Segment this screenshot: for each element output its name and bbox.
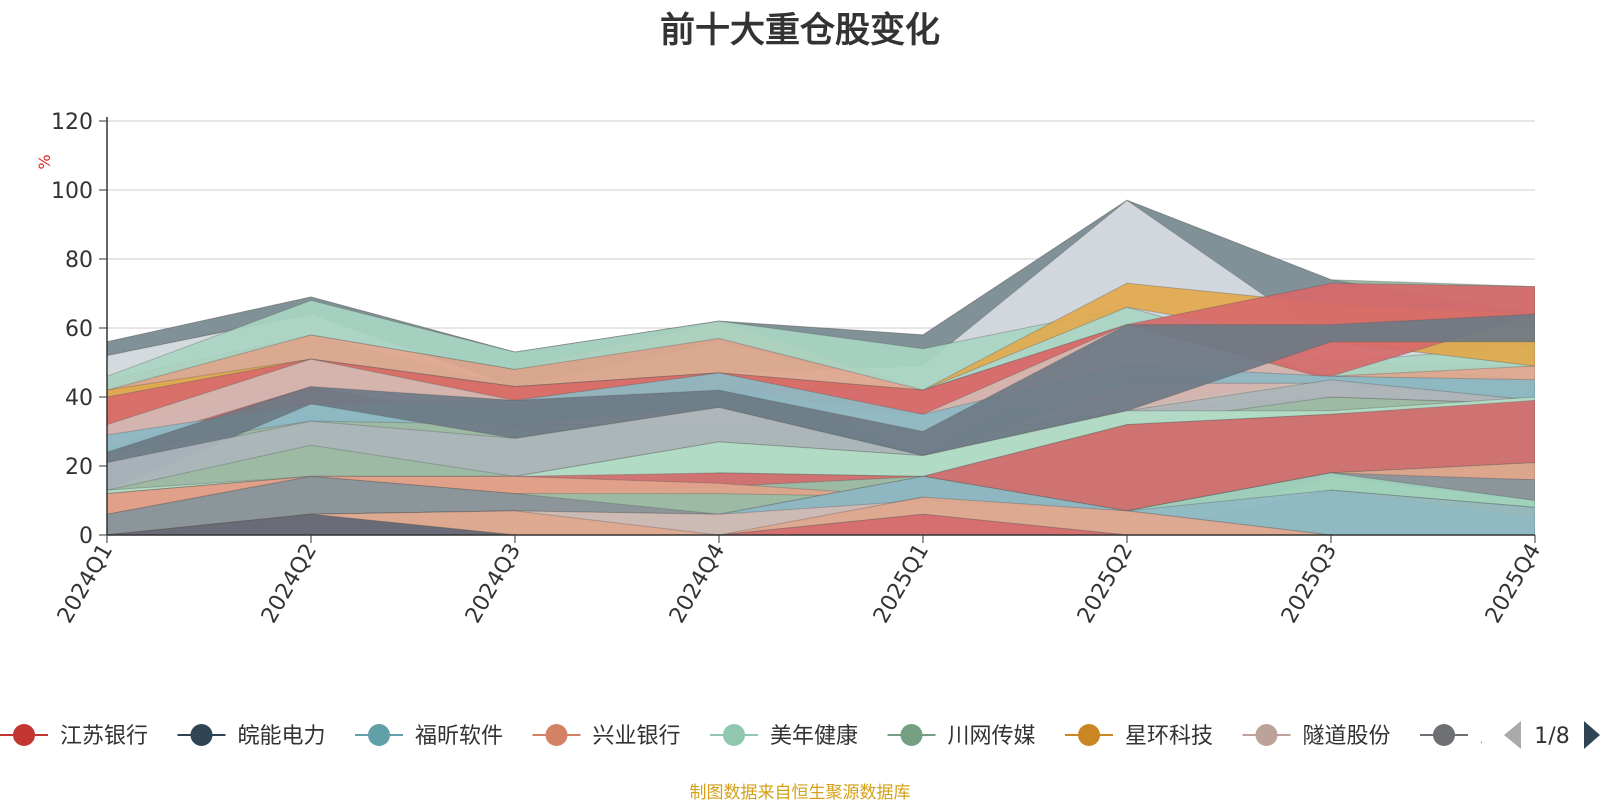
area-layer-9 [107, 313, 1535, 491]
legend: 江苏银行 皖能电力 福昕软件 兴业银行 美年健康 川网传媒 星环科技 隧道股份 三 [0, 724, 1502, 749]
y-tick-label: 80 [65, 248, 93, 273]
legend-next-icon [1584, 721, 1600, 749]
legend-marker [1433, 724, 1455, 746]
legend-marker [190, 724, 213, 746]
area-layer-21 [107, 513, 1535, 535]
legend-marker [723, 724, 745, 746]
legend-item: 三 [1420, 724, 1502, 749]
legend-item: 福昕软件 [355, 724, 503, 749]
area-series [107, 199, 1535, 535]
legend-item: 皖能电力 [177, 724, 326, 749]
legend-label: 福昕软件 [415, 724, 503, 749]
legend-label: 隧道股份 [1303, 724, 1391, 749]
x-tick-label: 2025Q2 [1073, 540, 1138, 628]
x-tick-label: 2024Q3 [461, 540, 526, 628]
legend-marker [13, 724, 35, 746]
legend-label: 川网传媒 [948, 724, 1036, 749]
area-layer-10 [107, 379, 1535, 491]
data-source-note: 制图数据来自恒生聚源数据库 [689, 783, 911, 803]
legend-marker [1078, 724, 1100, 746]
y-tick-label: 20 [65, 455, 93, 480]
x-tick-label: 2024Q2 [257, 540, 322, 628]
legend-label: 皖能电力 [238, 724, 326, 749]
legend-label: 兴业银行 [593, 724, 681, 749]
legend-label: 江苏银行 [60, 724, 148, 749]
legend-item: 星环科技 [1065, 724, 1213, 749]
x-tick-label: 2024Q1 [53, 540, 118, 628]
x-tick-label: 2025Q3 [1277, 540, 1342, 628]
y-axis-label: % [35, 154, 54, 169]
y-tick-label: 120 [51, 110, 93, 135]
legend-label: 美年健康 [770, 724, 858, 749]
x-tick-label: 2025Q1 [869, 540, 934, 628]
x-tick-label: 2025Q4 [1481, 540, 1546, 628]
area-layer-19 [107, 496, 1535, 535]
y-tick-label: 100 [51, 179, 93, 204]
y-tick-label: 60 [65, 317, 93, 342]
legend-label: 星环科技 [1125, 724, 1213, 749]
y-tick-label: 40 [65, 386, 93, 411]
legend-item: 美年健康 [710, 724, 858, 749]
chart-title: 前十大重仓股变化 [659, 11, 940, 51]
legend-page-indicator: 1/8 [1534, 724, 1569, 749]
y-tick-label: 0 [79, 524, 93, 549]
legend-item: 川网传媒 [887, 724, 1036, 749]
legend-marker [545, 724, 568, 746]
legend-prev-icon [1504, 721, 1521, 749]
stacked-area-chart: 0 20 40 60 80 100 120 2024Q1 2024Q2 2024Q3 2024Q4 2… [0, 110, 1600, 749]
legend-item: 江苏银行 [0, 724, 148, 749]
legend-label: 三 [1480, 724, 1502, 749]
legend-marker [1255, 724, 1278, 746]
legend-item: 隧道股份 [1242, 724, 1391, 749]
legend-item: 兴业银行 [532, 724, 681, 749]
legend-marker [368, 724, 390, 746]
x-tick-label: 2024Q4 [665, 540, 730, 628]
legend-pager: 1/8 [1504, 721, 1600, 749]
legend-marker [900, 724, 923, 746]
